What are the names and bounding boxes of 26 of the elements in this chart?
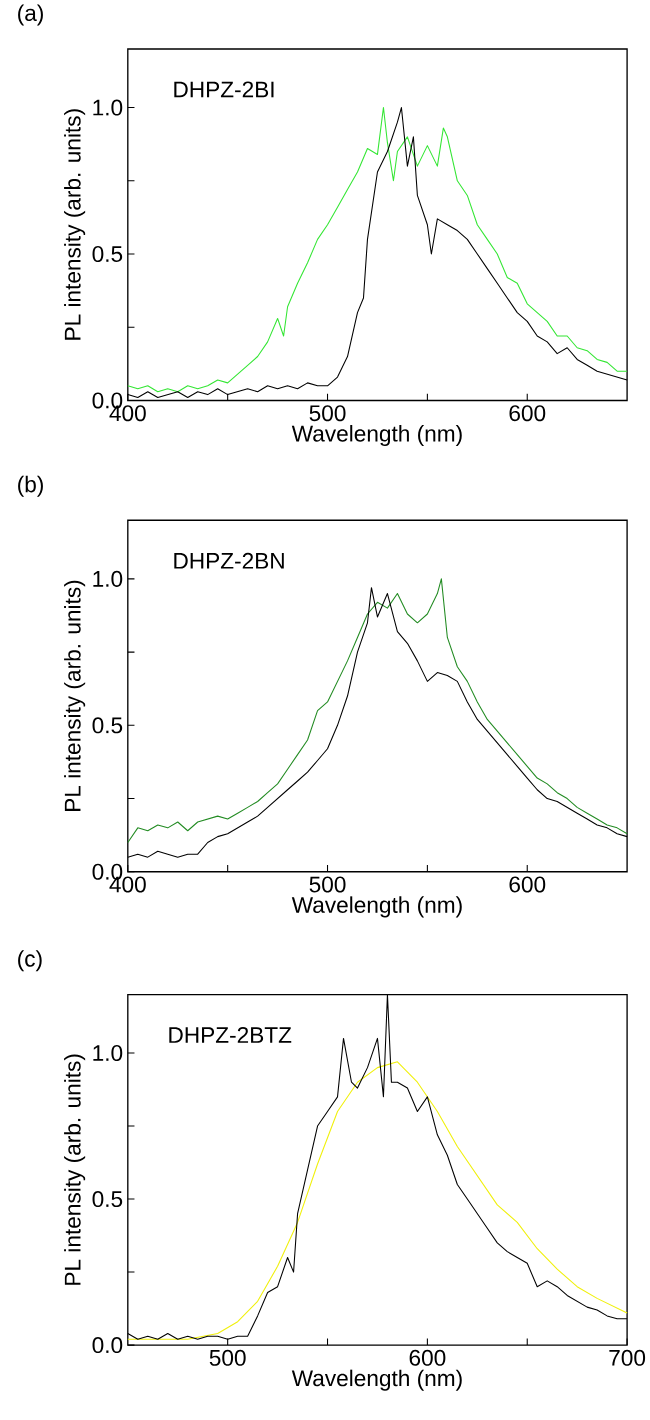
y-axis-title: PL intensity (arb. units) xyxy=(63,580,85,811)
y-tick-label: 1.0 xyxy=(93,1045,123,1062)
y-axis-title: PL intensity (arb. units) xyxy=(63,1054,85,1285)
x-tick-label: 700 xyxy=(609,1349,645,1366)
y-tick-label: 1.0 xyxy=(93,99,123,116)
x-axis-title: Wavelength (nm) xyxy=(291,1369,462,1391)
x-tick-label: 600 xyxy=(509,405,546,422)
chart-title: (b) xyxy=(17,475,43,497)
x-tick-label: 500 xyxy=(209,1349,246,1366)
annotation: DHPZ-2BN xyxy=(174,552,284,569)
y-tick-label: 0.5 xyxy=(92,245,122,263)
x-tick-label: 500 xyxy=(309,876,346,893)
chart-title: (a) xyxy=(17,4,43,26)
x-tick-label: 600 xyxy=(409,1349,446,1366)
y-tick-label: 0.5 xyxy=(92,717,122,734)
annotation: DHPZ-2BTZ xyxy=(169,1027,292,1043)
x-tick-label: 600 xyxy=(509,876,546,893)
x-tick-label: 500 xyxy=(309,405,346,422)
x-axis-title: Wavelength (nm) xyxy=(291,896,462,918)
y-axis-title: PL intensity (arb. units) xyxy=(63,109,85,340)
x-axis-title: Wavelength (nm) xyxy=(291,425,462,447)
annotation: DHPZ-2BI xyxy=(174,81,274,98)
y-tick-label: 1.0 xyxy=(93,570,123,587)
y-tick-label: 0.5 xyxy=(92,1191,122,1208)
chart-title: (c) xyxy=(17,950,42,972)
y-tick-label: 0.0 xyxy=(92,1337,123,1354)
